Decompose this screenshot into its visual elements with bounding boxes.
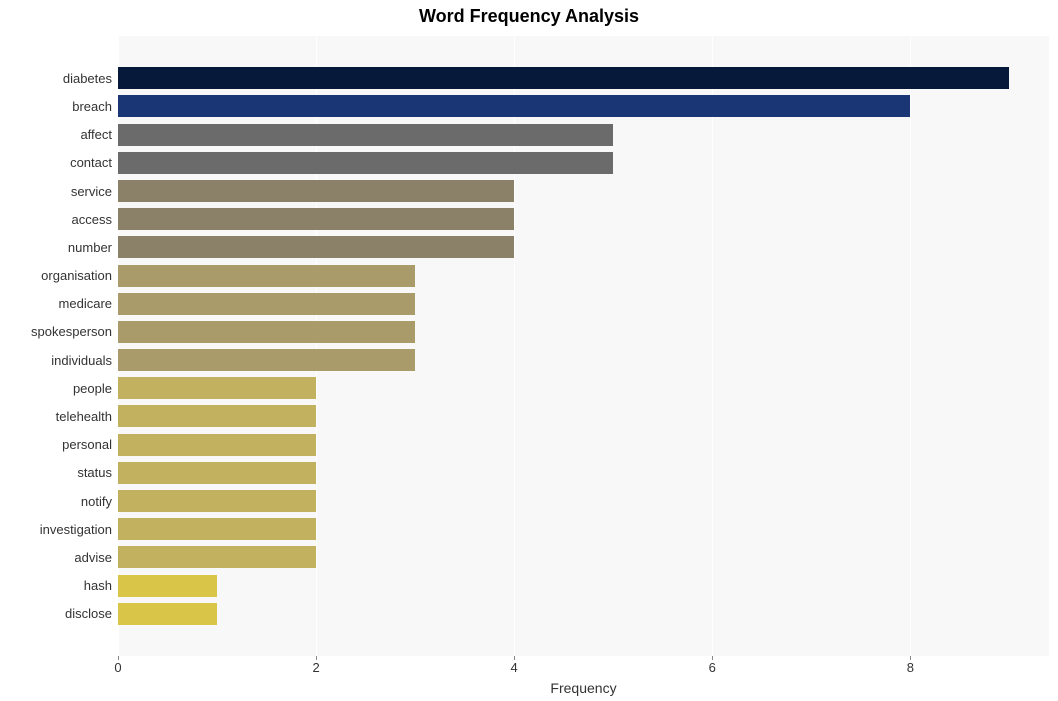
grid-line xyxy=(910,36,911,656)
bar-breach xyxy=(118,95,910,117)
bar-contact xyxy=(118,152,613,174)
y-label-affect: affect xyxy=(80,127,112,142)
y-label-personal: personal xyxy=(62,437,112,452)
bar-people xyxy=(118,377,316,399)
y-label-service: service xyxy=(71,184,112,199)
bar-medicare xyxy=(118,293,415,315)
y-label-advise: advise xyxy=(74,550,112,565)
y-label-organisation: organisation xyxy=(41,268,112,283)
bar-advise xyxy=(118,546,316,568)
y-label-spokesperson: spokesperson xyxy=(31,324,112,339)
x-tick-label: 0 xyxy=(114,660,121,675)
y-label-notify: notify xyxy=(81,494,112,509)
x-tick-label: 4 xyxy=(511,660,518,675)
y-label-hash: hash xyxy=(84,578,112,593)
bar-telehealth xyxy=(118,405,316,427)
y-label-status: status xyxy=(77,465,112,480)
y-label-telehealth: telehealth xyxy=(56,409,112,424)
y-label-number: number xyxy=(68,240,112,255)
y-label-investigation: investigation xyxy=(40,522,112,537)
bar-number xyxy=(118,236,514,258)
grid-line xyxy=(712,36,713,656)
y-label-individuals: individuals xyxy=(51,353,112,368)
bar-individuals xyxy=(118,349,415,371)
y-label-breach: breach xyxy=(72,99,112,114)
bar-affect xyxy=(118,124,613,146)
y-label-access: access xyxy=(72,212,112,227)
y-label-diabetes: diabetes xyxy=(63,71,112,86)
chart-title: Word Frequency Analysis xyxy=(0,6,1058,27)
bar-disclose xyxy=(118,603,217,625)
bar-notify xyxy=(118,490,316,512)
y-label-disclose: disclose xyxy=(65,606,112,621)
y-label-medicare: medicare xyxy=(59,296,112,311)
x-tick-label: 2 xyxy=(312,660,319,675)
x-axis-label: Frequency xyxy=(118,680,1049,696)
x-tick-label: 8 xyxy=(907,660,914,675)
y-label-people: people xyxy=(73,381,112,396)
bar-diabetes xyxy=(118,67,1009,89)
x-tick-label: 6 xyxy=(709,660,716,675)
bar-status xyxy=(118,462,316,484)
bar-personal xyxy=(118,434,316,456)
bar-investigation xyxy=(118,518,316,540)
bar-organisation xyxy=(118,265,415,287)
word-frequency-chart: Word Frequency Analysis Frequency 0 2 4 6 8 d… xyxy=(0,0,1058,701)
bar-access xyxy=(118,208,514,230)
plot-area xyxy=(118,36,1049,656)
bar-spokesperson xyxy=(118,321,415,343)
bar-service xyxy=(118,180,514,202)
y-label-contact: contact xyxy=(70,155,112,170)
bar-hash xyxy=(118,575,217,597)
